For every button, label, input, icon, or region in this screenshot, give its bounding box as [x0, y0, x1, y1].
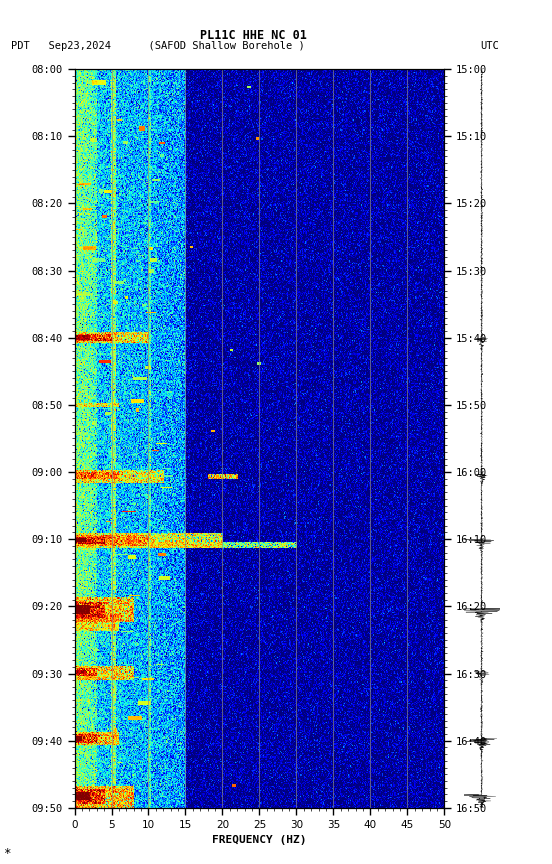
Text: PL11C HHE NC 01: PL11C HHE NC 01 — [200, 29, 307, 41]
Text: UTC: UTC — [480, 41, 499, 51]
Text: PDT   Sep23,2024      (SAFOD Shallow Borehole ): PDT Sep23,2024 (SAFOD Shallow Borehole ) — [11, 41, 305, 51]
Text: *: * — [3, 847, 10, 860]
X-axis label: FREQUENCY (HZ): FREQUENCY (HZ) — [212, 835, 307, 845]
